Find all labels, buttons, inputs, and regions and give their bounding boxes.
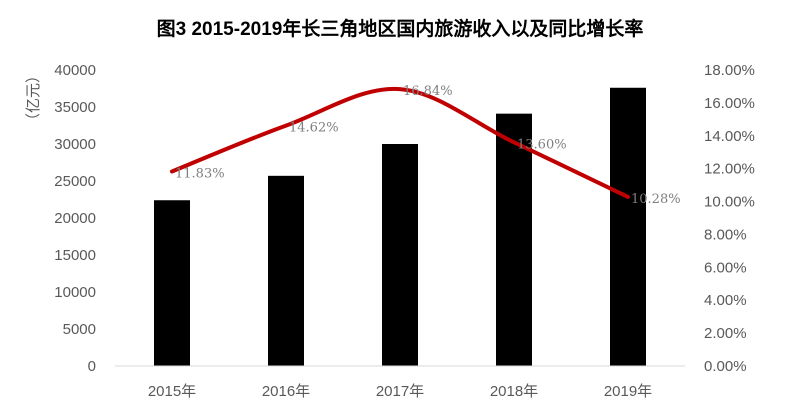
right-tick-label: 0.00%: [704, 358, 747, 375]
bar: [610, 87, 646, 366]
right-tick-label: 10.00%: [704, 194, 755, 211]
category-labels: 2015年 2016年 2017年 2018年 2019年: [148, 383, 652, 400]
bar-series: [154, 87, 646, 366]
bar: [154, 200, 190, 366]
bar: [496, 113, 532, 366]
left-tick-label: 40000: [54, 62, 96, 79]
growth-rate-label: 11.83%: [175, 166, 225, 181]
right-axis-ticks: 0.00% 2.00% 4.00% 6.00% 8.00% 10.00% 12.00% 14.…: [704, 62, 755, 375]
growth-rate-label: 13.60%: [517, 137, 567, 152]
left-axis-ticks: 0 5000 10000 15000 20000 25000 30000 35000 40000: [54, 62, 96, 375]
growth-rate-labels: 11.83% 14.62% 16.84% 13.60% 10.28%: [175, 84, 681, 207]
y-axis-label: （亿元）: [24, 68, 42, 128]
right-tick-label: 4.00%: [704, 292, 747, 309]
left-tick-label: 5000: [63, 321, 96, 338]
left-tick-label: 10000: [54, 284, 96, 301]
growth-rate-label: 16.84%: [403, 84, 453, 99]
bar: [382, 144, 418, 366]
category-label: 2018年: [490, 383, 538, 400]
left-tick-label: 20000: [54, 210, 96, 227]
left-tick-label: 25000: [54, 173, 96, 190]
growth-rate-label: 10.28%: [631, 192, 681, 207]
left-tick-label: 35000: [54, 99, 96, 116]
right-tick-label: 14.00%: [704, 128, 755, 145]
right-tick-label: 16.00%: [704, 95, 755, 112]
category-label: 2019年: [604, 383, 652, 400]
right-tick-label: 12.00%: [704, 161, 755, 178]
growth-rate-label: 14.62%: [289, 121, 339, 136]
category-label: 2015年: [148, 383, 196, 400]
right-tick-label: 18.00%: [704, 62, 755, 79]
category-label: 2017年: [376, 383, 424, 400]
left-tick-label: 30000: [54, 136, 96, 153]
right-tick-label: 8.00%: [704, 226, 747, 243]
growth-rate-line: [170, 86, 630, 199]
left-tick-label: 15000: [54, 247, 96, 264]
chart-title: 图3 2015-2019年长三角地区国内旅游收入以及同比增长率: [157, 17, 644, 40]
category-label: 2016年: [262, 383, 310, 400]
bar: [268, 175, 304, 366]
left-tick-label: 0: [88, 358, 96, 375]
right-tick-label: 6.00%: [704, 259, 747, 276]
right-tick-label: 2.00%: [704, 325, 747, 342]
